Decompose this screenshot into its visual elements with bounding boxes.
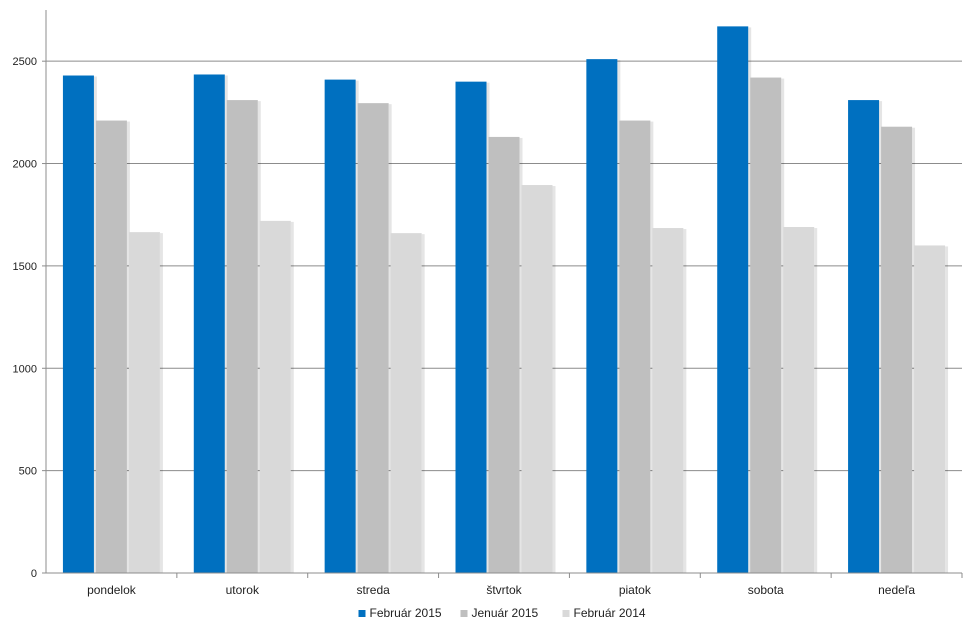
- x-category-label: pondelok: [87, 583, 137, 597]
- bar-shadow: [814, 228, 818, 573]
- bar-shadow: [224, 75, 228, 574]
- bar: [455, 81, 487, 574]
- bar-shadow: [552, 186, 556, 574]
- bar: [619, 120, 651, 573]
- bar-shadow: [126, 121, 130, 573]
- x-category-label: sobota: [748, 583, 784, 597]
- x-category-label: utorok: [226, 583, 260, 597]
- bar: [488, 136, 520, 573]
- bar: [226, 100, 258, 573]
- bar: [324, 79, 356, 573]
- bars: [62, 26, 949, 574]
- y-tick-label: 2000: [13, 159, 37, 171]
- y-tick-label: 1500: [13, 261, 37, 273]
- bar-shadow: [93, 76, 97, 573]
- legend-swatch: [358, 610, 366, 617]
- bar: [390, 233, 422, 574]
- bar-shadow: [388, 104, 392, 573]
- bar: [881, 126, 913, 573]
- bar-shadow: [519, 137, 523, 573]
- bar-shadow: [257, 101, 261, 573]
- bar: [357, 103, 389, 573]
- x-category-label: štvrtok: [486, 583, 522, 597]
- x-category-label: streda: [356, 583, 390, 597]
- bar: [521, 185, 553, 574]
- legend: Február 2015 Jenuár 2015 Február 2014: [358, 606, 646, 620]
- axes: 0 500 1000 1500 2000 2500 pondelok utorok streda…: [13, 10, 963, 597]
- bar: [193, 74, 225, 574]
- bar-shadow: [683, 229, 687, 573]
- bar-shadow: [486, 82, 490, 574]
- legend-swatch: [562, 610, 570, 617]
- y-tick-label: 500: [19, 466, 37, 478]
- legend-label: Február 2015: [370, 606, 442, 620]
- bar: [914, 245, 946, 573]
- legend-label: Jenuár 2015: [472, 606, 539, 620]
- bar-shadow: [159, 233, 163, 573]
- bar: [62, 75, 94, 573]
- x-category-label: nedeľa: [878, 583, 915, 597]
- bar: [652, 228, 684, 573]
- legend-swatch: [460, 610, 468, 617]
- bar-shadow: [355, 80, 359, 573]
- bar-shadow: [650, 121, 654, 573]
- bar-shadow: [912, 127, 916, 573]
- bar-shadow: [617, 60, 621, 574]
- x-category-label: piatok: [619, 583, 652, 597]
- bar-shadow: [945, 246, 949, 573]
- bar: [95, 120, 127, 573]
- bar-shadow: [290, 221, 294, 574]
- bar: [586, 59, 618, 574]
- bar-shadow: [879, 101, 883, 573]
- bar: [128, 232, 160, 573]
- bar: [848, 100, 880, 573]
- bar: [717, 26, 749, 574]
- bar-shadow: [781, 78, 785, 573]
- bar-shadow: [748, 27, 752, 574]
- bar: [750, 77, 782, 573]
- legend-label: Február 2014: [574, 606, 646, 620]
- bar: [259, 220, 291, 574]
- y-tick-label: 0: [31, 568, 37, 580]
- y-tick-label: 1000: [13, 363, 37, 375]
- y-tick-label: 2500: [13, 56, 37, 68]
- bar: [783, 227, 815, 573]
- bar-shadow: [421, 234, 425, 574]
